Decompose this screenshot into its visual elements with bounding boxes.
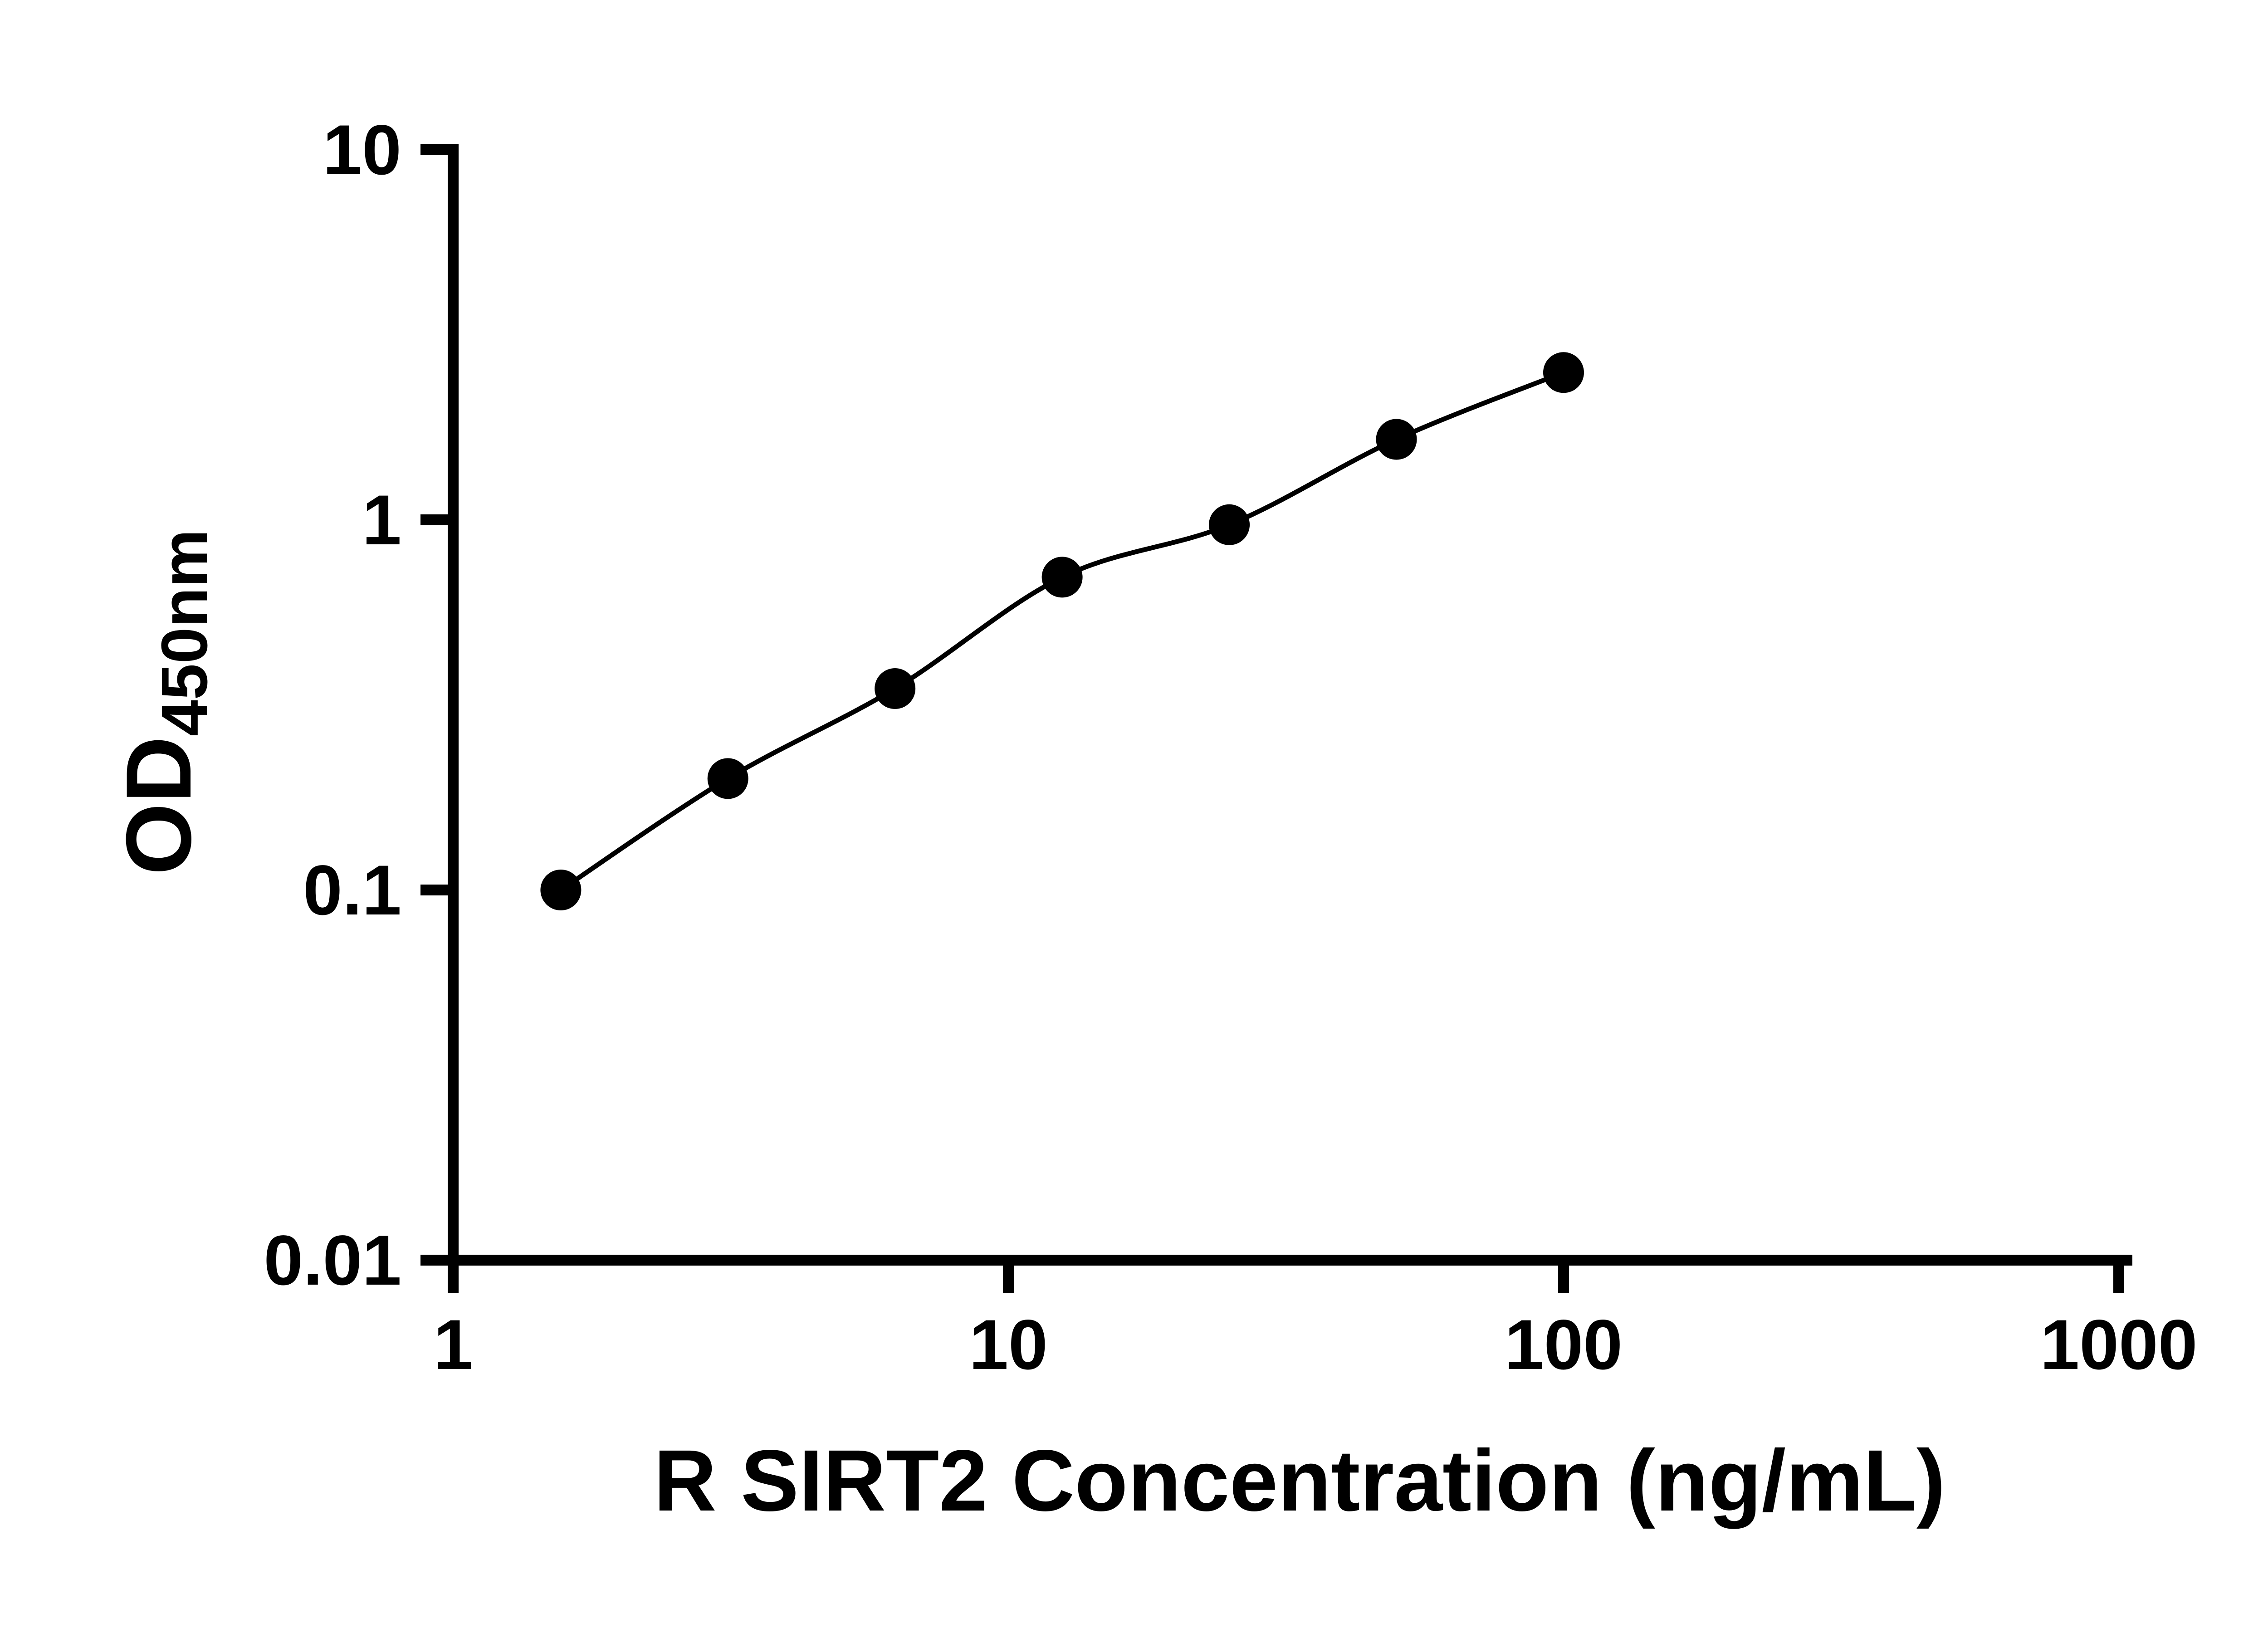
y-ticks-group: 0.01 0.1 1 10	[264, 111, 453, 1300]
x-ticks-group: 1 10 100 1000	[434, 1260, 2198, 1384]
axes-group	[448, 144, 2132, 1266]
points-group	[540, 352, 1584, 910]
y-tick-label: 1	[362, 481, 401, 560]
data-point	[1543, 352, 1584, 393]
y-tick-label: 0.1	[303, 851, 401, 930]
data-point	[707, 758, 748, 799]
x-tick-label: 1	[434, 1305, 473, 1384]
data-point	[1376, 419, 1417, 460]
x-tick-label: 100	[1505, 1305, 1623, 1384]
x-tick-label: 10	[969, 1305, 1048, 1384]
data-point	[1041, 557, 1083, 598]
y-tick-label: 0.01	[264, 1221, 401, 1300]
data-point	[875, 668, 916, 709]
y-axis-label-main: OD	[107, 736, 210, 875]
x-axis-label: R SIRT2 Concentration (ng/mL)	[654, 1432, 1945, 1529]
y-axis-label: OD450nm	[107, 529, 221, 875]
axis-spine	[448, 144, 2132, 1266]
data-point	[540, 870, 582, 910]
y-tick-label: 10	[323, 111, 401, 190]
x-tick-label: 1000	[2040, 1305, 2197, 1384]
data-point	[1209, 504, 1250, 545]
y-axis-label-sub: 450nm	[148, 529, 221, 736]
